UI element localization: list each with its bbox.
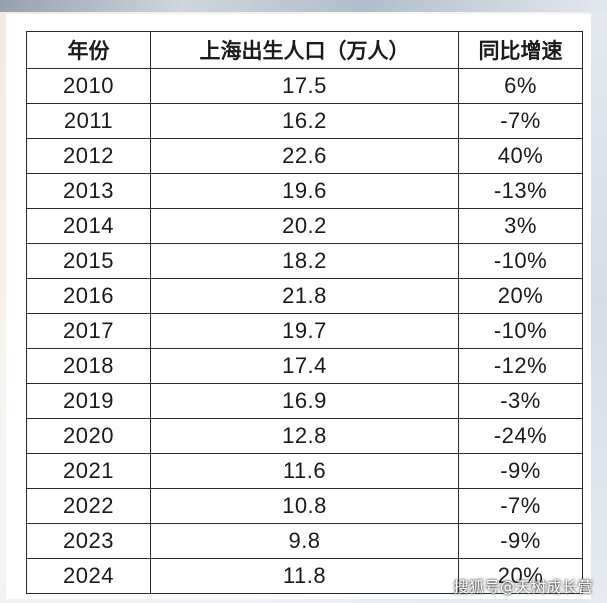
table-row: 2017 19.7 -10%: [26, 313, 583, 349]
cell-year: 2018: [26, 348, 151, 384]
cell-births: 21.8: [150, 278, 459, 314]
cell-year: 2020: [26, 418, 151, 454]
cell-growth: -3%: [458, 383, 583, 419]
cell-growth: -7%: [458, 103, 583, 139]
header-yoy-growth: 同比增速: [458, 31, 583, 69]
cell-year: 2023: [26, 523, 151, 559]
cell-births: 17.5: [150, 68, 459, 104]
cell-births: 11.8: [150, 558, 459, 594]
table-header-row: 年份 上海出生人口（万人） 同比增速: [26, 31, 583, 69]
cell-growth: 20%: [458, 278, 583, 314]
table-row: 2022 10.8 -7%: [26, 488, 583, 524]
cell-growth: -12%: [458, 348, 583, 384]
cell-growth: 3%: [458, 208, 583, 244]
cell-births: 12.8: [150, 418, 459, 454]
table-row: 2014 20.2 3%: [26, 208, 583, 244]
cell-growth: -9%: [458, 523, 583, 559]
cell-year: 2019: [26, 383, 151, 419]
table-row: 2024 11.8 20%: [26, 558, 583, 594]
cell-births: 22.6: [150, 138, 459, 174]
cell-births: 16.2: [150, 103, 459, 139]
table-row: 2011 16.2 -7%: [26, 103, 583, 139]
source-watermark: 搜狐号@天树成长营: [453, 578, 593, 596]
cell-births: 19.6: [150, 173, 459, 209]
cell-births: 18.2: [150, 243, 459, 279]
table-row: 2012 22.6 40%: [26, 138, 583, 174]
cell-growth: -13%: [458, 173, 583, 209]
cell-year: 2022: [26, 488, 151, 524]
header-births: 上海出生人口（万人）: [150, 31, 459, 69]
table-row: 2013 19.6 -13%: [26, 173, 583, 209]
table-row: 2021 11.6 -9%: [26, 453, 583, 489]
cell-year: 2011: [26, 103, 151, 139]
table-row: 2018 17.4 -12%: [26, 348, 583, 384]
cell-year: 2016: [26, 278, 151, 314]
cell-year: 2024: [26, 558, 151, 594]
cell-growth: -24%: [458, 418, 583, 454]
table-row: 2023 9.8 -9%: [26, 523, 583, 559]
cell-births: 11.6: [150, 453, 459, 489]
cell-year: 2012: [26, 138, 151, 174]
cell-year: 2010: [26, 68, 151, 104]
cell-births: 17.4: [150, 348, 459, 384]
cell-growth: 6%: [458, 68, 583, 104]
cell-year: 2021: [26, 453, 151, 489]
birth-population-table: 年份 上海出生人口（万人） 同比增速 2010 17.5 6% 2011 16.…: [26, 31, 583, 594]
table-row: 2016 21.8 20%: [26, 278, 583, 314]
table-row: 2010 17.5 6%: [26, 68, 583, 104]
cell-growth: -10%: [458, 243, 583, 279]
table-row: 2015 18.2 -10%: [26, 243, 583, 279]
cell-growth: 40%: [458, 138, 583, 174]
table-row: 2020 12.8 -24%: [26, 418, 583, 454]
cell-growth: -7%: [458, 488, 583, 524]
cell-births: 19.7: [150, 313, 459, 349]
cell-births: 10.8: [150, 488, 459, 524]
cell-year: 2013: [26, 173, 151, 209]
cell-growth: -10%: [458, 313, 583, 349]
cell-year: 2015: [26, 243, 151, 279]
cell-year: 2014: [26, 208, 151, 244]
table-row: 2019 16.9 -3%: [26, 383, 583, 419]
cell-growth: 20%: [458, 558, 583, 594]
cell-births: 16.9: [150, 383, 459, 419]
cell-growth: -9%: [458, 453, 583, 489]
cell-year: 2017: [26, 313, 151, 349]
cell-births: 20.2: [150, 208, 459, 244]
cell-births: 9.8: [150, 523, 459, 559]
header-year: 年份: [26, 31, 151, 69]
